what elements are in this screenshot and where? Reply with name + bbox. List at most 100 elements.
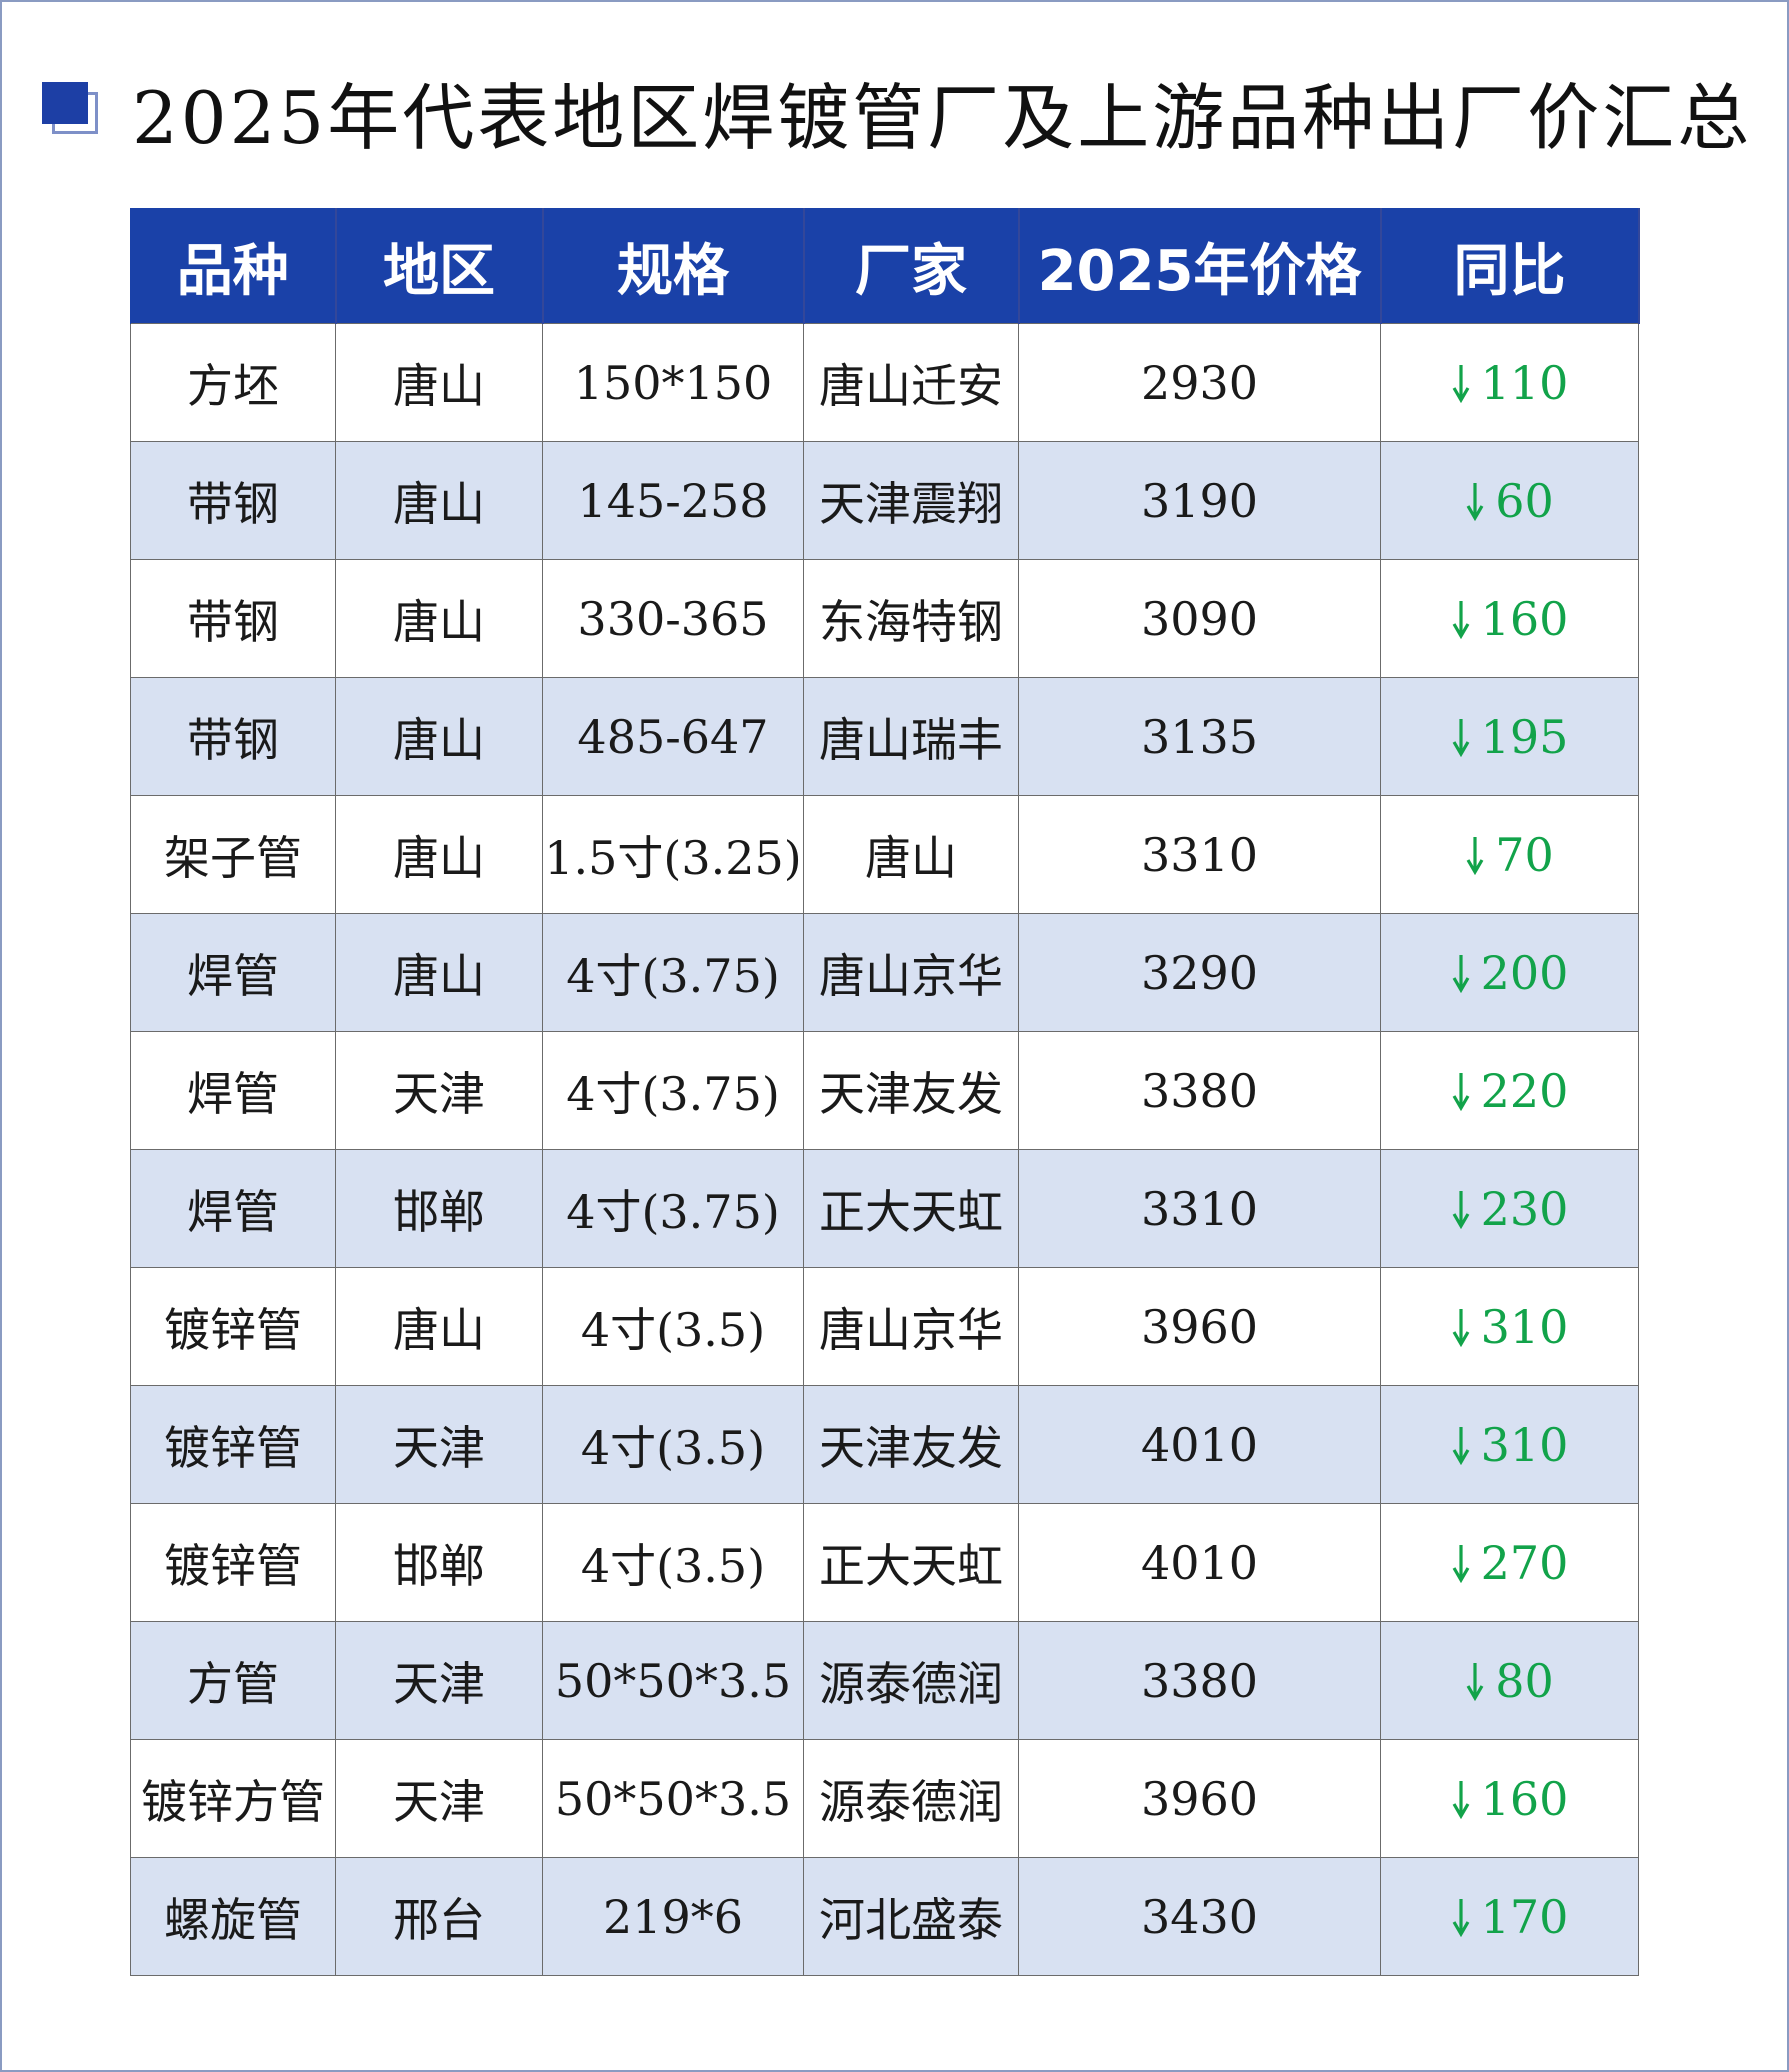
cell-spec: 4寸(3.5) (542, 1267, 804, 1386)
cell-yoy: 200 (1380, 913, 1639, 1032)
cell-yoy: 110 (1380, 323, 1639, 442)
cell-mill: 唐山京华 (803, 913, 1019, 1032)
cell-variety: 方管 (130, 1621, 336, 1740)
cell-mill: 唐山瑞丰 (803, 677, 1019, 796)
cell-region: 邢台 (335, 1857, 543, 1976)
table-row: 方坯 唐山 150*150 唐山迁安 2930 110 (130, 323, 1639, 442)
cell-spec: 50*50*3.5 (542, 1621, 804, 1740)
cell-variety: 镀锌管 (130, 1385, 336, 1504)
cell-spec: 4寸(3.75) (542, 913, 804, 1032)
down-arrow-icon (1451, 946, 1471, 1000)
cell-spec: 4寸(3.75) (542, 1149, 804, 1268)
cell-variety: 焊管 (130, 913, 336, 1032)
cell-variety: 焊管 (130, 1149, 336, 1268)
cell-mill: 唐山京华 (803, 1267, 1019, 1386)
cell-mill: 源泰德润 (803, 1739, 1019, 1858)
header-variety: 品种 (130, 208, 337, 324)
cell-region: 唐山 (335, 441, 543, 560)
down-arrow-icon (1451, 1300, 1471, 1354)
cell-region: 天津 (335, 1621, 543, 1740)
yoy-value: 310 (1480, 1417, 1569, 1472)
cell-mill: 正大天虹 (803, 1503, 1019, 1622)
cell-region: 天津 (335, 1385, 543, 1504)
header-spec: 规格 (542, 208, 805, 324)
header-region: 地区 (335, 208, 544, 324)
table-row: 焊管 唐山 4寸(3.75) 唐山京华 3290 200 (130, 913, 1639, 1032)
down-arrow-icon (1451, 1536, 1471, 1590)
cell-yoy: 310 (1380, 1267, 1639, 1386)
cell-mill: 源泰德润 (803, 1621, 1019, 1740)
table-row: 带钢 唐山 485-647 唐山瑞丰 3135 195 (130, 677, 1639, 796)
cell-spec: 330-365 (542, 559, 804, 678)
down-arrow-icon (1465, 1654, 1485, 1708)
cell-mill: 天津友发 (803, 1385, 1019, 1504)
cell-variety: 架子管 (130, 795, 336, 914)
header-price: 2025年价格 (1018, 208, 1382, 324)
cell-variety: 焊管 (130, 1031, 336, 1150)
yoy-value: 110 (1480, 355, 1569, 410)
cell-spec: 150*150 (542, 323, 804, 442)
cell-price: 3190 (1018, 441, 1381, 560)
cell-yoy: 310 (1380, 1385, 1639, 1504)
down-arrow-icon (1451, 1890, 1471, 1944)
table-row: 螺旋管 邢台 219*6 河北盛泰 3430 170 (130, 1857, 1639, 1976)
cell-price: 3430 (1018, 1857, 1381, 1976)
down-arrow-icon (1451, 1772, 1471, 1826)
cell-yoy: 60 (1380, 441, 1639, 560)
table-row: 镀锌管 天津 4寸(3.5) 天津友发 4010 310 (130, 1385, 1639, 1504)
title-square-icon (40, 80, 102, 136)
table-row: 带钢 唐山 145-258 天津震翔 3190 60 (130, 441, 1639, 560)
cell-yoy: 70 (1380, 795, 1639, 914)
cell-yoy: 80 (1380, 1621, 1639, 1740)
cell-price: 4010 (1018, 1503, 1381, 1622)
yoy-value: 70 (1495, 827, 1554, 882)
table-row: 架子管 唐山 1.5寸(3.25) 唐山 3310 70 (130, 795, 1639, 914)
cell-price: 4010 (1018, 1385, 1381, 1504)
cell-variety: 镀锌管 (130, 1267, 336, 1386)
yoy-value: 310 (1480, 1299, 1569, 1354)
yoy-value: 270 (1480, 1535, 1569, 1590)
down-arrow-icon (1451, 1064, 1471, 1118)
cell-region: 天津 (335, 1739, 543, 1858)
cell-region: 唐山 (335, 913, 543, 1032)
cell-spec: 1.5寸(3.25) (542, 795, 804, 914)
table-row: 焊管 天津 4寸(3.75) 天津友发 3380 220 (130, 1031, 1639, 1150)
cell-yoy: 195 (1380, 677, 1639, 796)
yoy-value: 230 (1480, 1181, 1569, 1236)
cell-region: 唐山 (335, 1267, 543, 1386)
cell-region: 邯郸 (335, 1503, 543, 1622)
cell-yoy: 270 (1380, 1503, 1639, 1622)
header-mill: 厂家 (803, 208, 1020, 324)
cell-mill: 天津友发 (803, 1031, 1019, 1150)
cell-spec: 485-647 (542, 677, 804, 796)
cell-mill: 河北盛泰 (803, 1857, 1019, 1976)
cell-variety: 带钢 (130, 441, 336, 560)
cell-price: 3380 (1018, 1031, 1381, 1150)
cell-mill: 正大天虹 (803, 1149, 1019, 1268)
down-arrow-icon (1451, 1418, 1471, 1472)
down-arrow-icon (1451, 356, 1471, 410)
cell-price: 3310 (1018, 1149, 1381, 1268)
cell-region: 天津 (335, 1031, 543, 1150)
cell-region: 邯郸 (335, 1149, 543, 1268)
cell-spec: 50*50*3.5 (542, 1739, 804, 1858)
cell-yoy: 170 (1380, 1857, 1639, 1976)
cell-price: 3960 (1018, 1739, 1381, 1858)
cell-spec: 4寸(3.5) (542, 1503, 804, 1622)
cell-price: 3960 (1018, 1267, 1381, 1386)
cell-mill: 唐山 (803, 795, 1019, 914)
cell-price: 3310 (1018, 795, 1381, 914)
cell-price: 3290 (1018, 913, 1381, 1032)
yoy-value: 60 (1495, 473, 1554, 528)
cell-variety: 方坯 (130, 323, 336, 442)
table-row: 方管 天津 50*50*3.5 源泰德润 3380 80 (130, 1621, 1639, 1740)
cell-variety: 镀锌方管 (130, 1739, 336, 1858)
down-arrow-icon (1465, 828, 1485, 882)
yoy-value: 195 (1480, 709, 1569, 764)
cell-region: 唐山 (335, 559, 543, 678)
down-arrow-icon (1451, 592, 1471, 646)
page-title: 2025年代表地区焊镀管厂及上游品种出厂价汇总 (132, 76, 1753, 160)
header-yoy: 同比 (1380, 208, 1640, 324)
yoy-value: 170 (1480, 1889, 1569, 1944)
